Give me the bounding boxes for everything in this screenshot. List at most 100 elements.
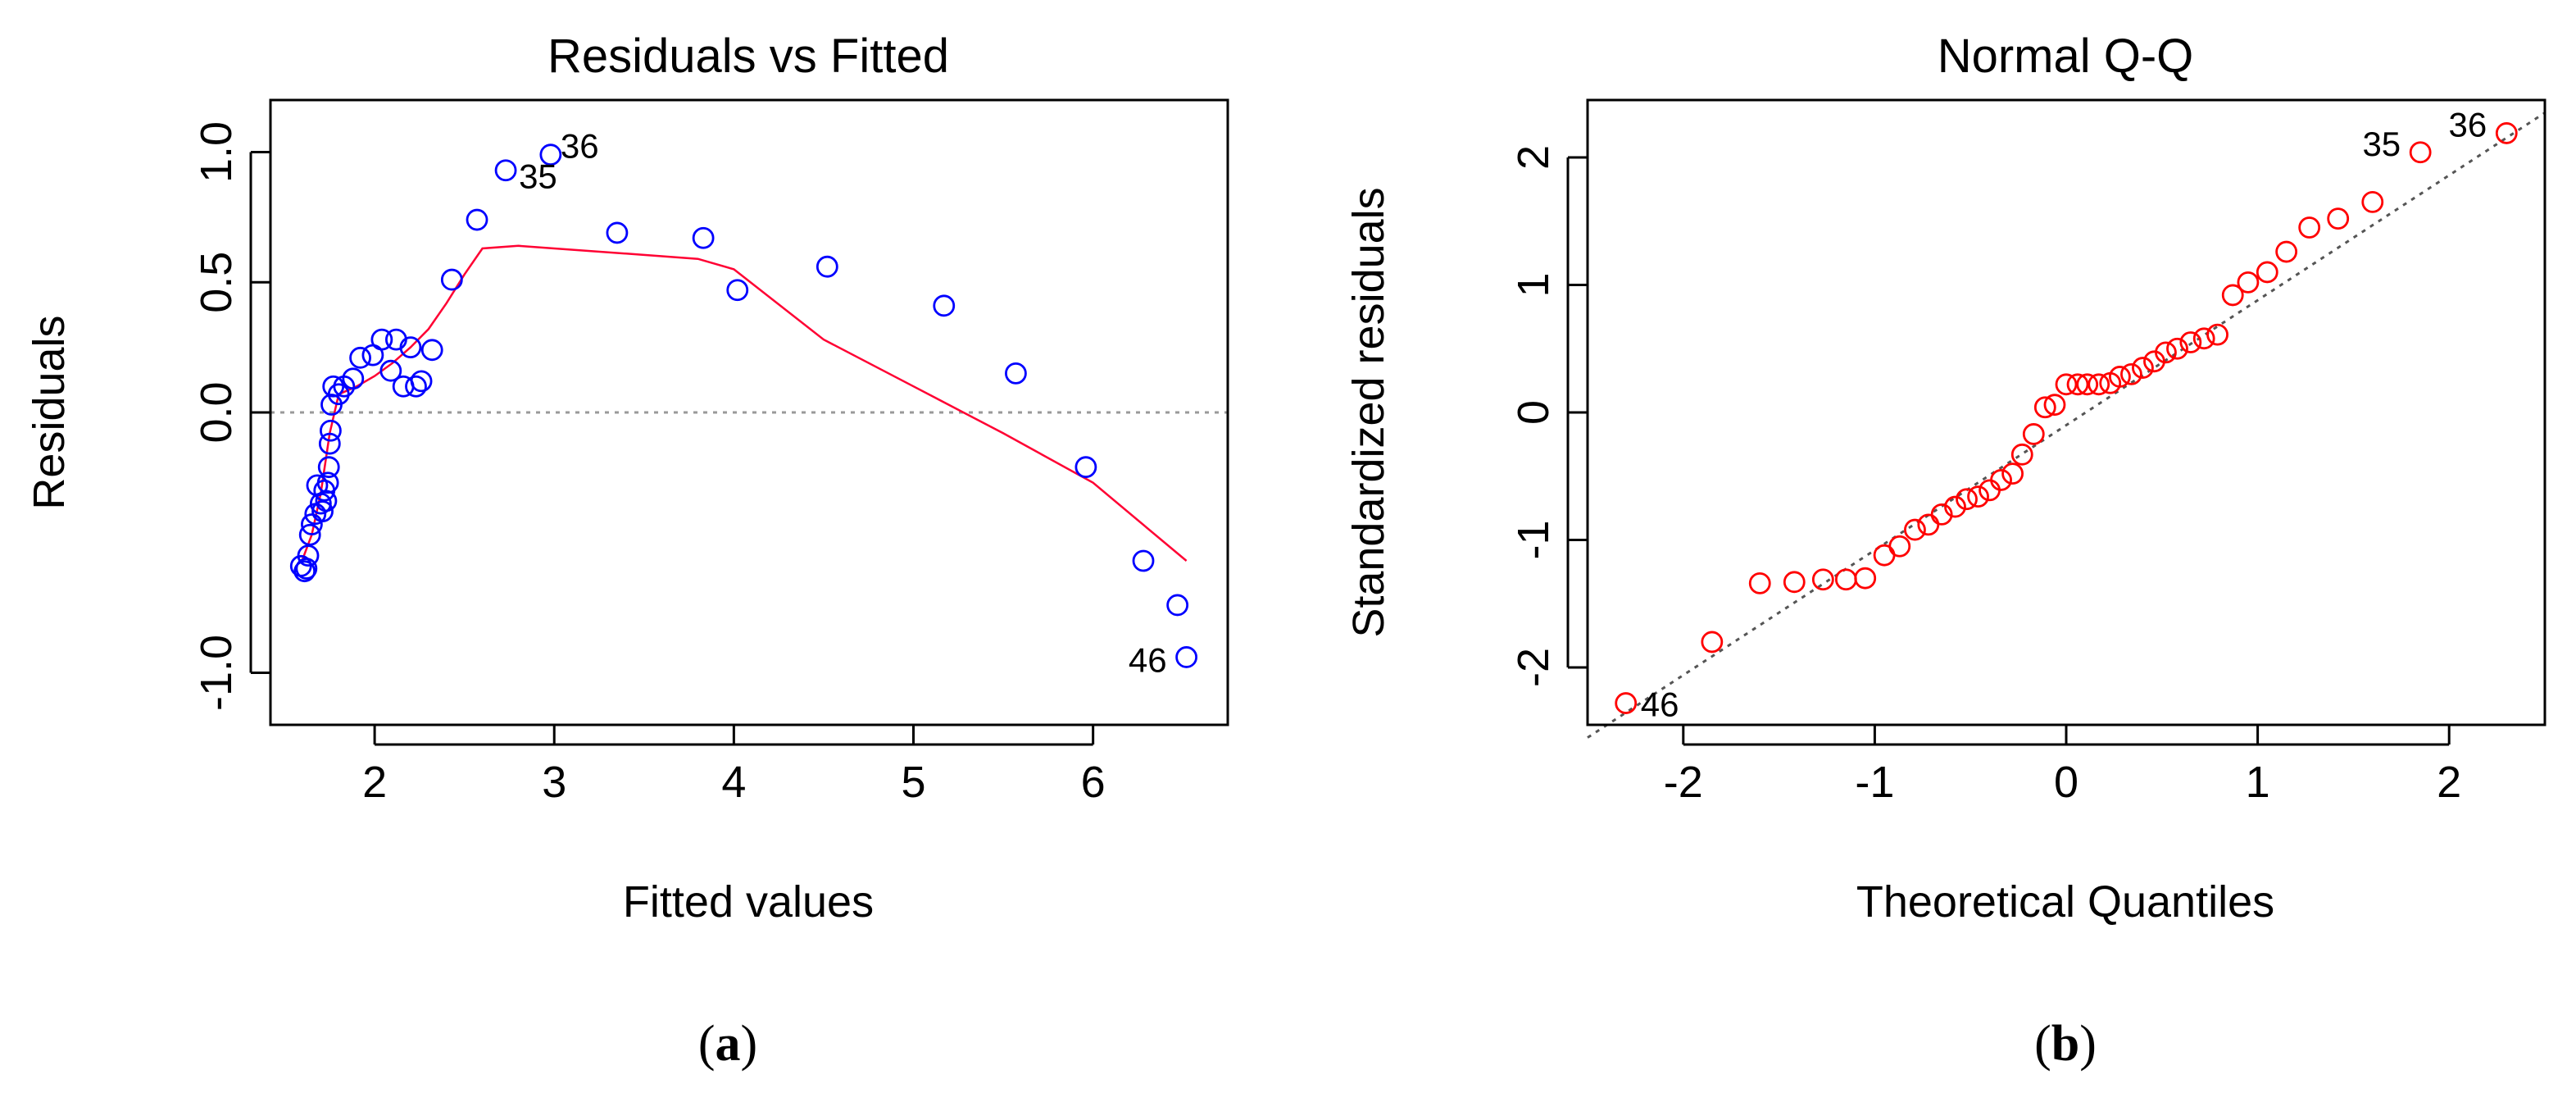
panel-a-data-point — [399, 336, 422, 359]
panel-b-x-tick-label: -2 — [1664, 758, 1703, 807]
panel-b-data-point — [2033, 396, 2056, 419]
panel-a-x-tick-label: 4 — [721, 758, 746, 807]
panel-a-data-point — [316, 471, 339, 494]
panel-b-data-point — [2409, 141, 2432, 164]
panel-a-x-tick-label: 2 — [362, 758, 387, 807]
panel-b-data-point — [2043, 394, 2066, 417]
panel-b-x-tick-label: 1 — [2246, 758, 2270, 807]
panel-b-data-point — [2275, 240, 2298, 263]
panel-a-data-point — [349, 346, 371, 369]
panel-b-data-point — [2298, 216, 2321, 239]
panel-b-data-point — [2010, 443, 2033, 466]
panel-b-data-point — [2066, 373, 2089, 396]
panel-b-data-point — [1615, 692, 1638, 714]
panel-a-data-point — [297, 544, 320, 567]
panel-a-x-tick-label: 6 — [1081, 758, 1106, 807]
panel-a-x-axis-label: Fitted values — [623, 877, 874, 927]
panel-a-data-point — [405, 375, 427, 398]
panel-b-data-point — [1834, 568, 1857, 591]
panel-a-data-point — [440, 268, 463, 291]
panel-b-point-label-36: 36 — [2449, 105, 2487, 143]
panel-b-data-point — [1917, 513, 1940, 536]
panel-b-y-tick-label: 0 — [1509, 400, 1558, 425]
panel-a-data-point — [317, 456, 340, 479]
panel-b-data-point — [2221, 284, 2244, 307]
panel-b-data-point — [1979, 479, 2001, 502]
panel-a-data-point — [379, 359, 402, 382]
panel-a-caption: (a) — [698, 1016, 757, 1072]
panel-b-data-point — [1956, 488, 1978, 511]
panel-b-data-point — [1930, 503, 1953, 526]
panel-b-y-tick-label: 1 — [1509, 272, 1558, 297]
panel-b-point-label-46: 46 — [1641, 685, 1679, 724]
panel-a-x-tick-label: 3 — [542, 758, 566, 807]
panel-a-data-point — [295, 558, 318, 580]
panel-b-y-tick-label: -1 — [1509, 521, 1558, 560]
panel-a-data-point — [1074, 456, 1097, 479]
panel-a-data-point — [410, 370, 433, 393]
panel-b-normal-qq: Normal Q-Q 46 35 36 -2 -1 0 1 2 -2 -1 0 1 2 Theore… — [1344, 30, 2546, 1072]
panel-a-title: Residuals vs Fitted — [547, 30, 949, 83]
panel-b-data-point — [2495, 122, 2518, 144]
panel-b-data-point — [1944, 495, 1966, 518]
panel-a-y-tick-label: -1.0 — [192, 635, 241, 711]
panel-a-y-axis-label: Residuals — [25, 315, 74, 509]
panel-b-data-point — [2206, 323, 2228, 346]
panel-a-data-point — [311, 500, 334, 523]
panel-a-point-label-36: 36 — [561, 127, 599, 166]
panel-a-point-label-46: 46 — [1129, 640, 1167, 679]
panel-b-point-label-35: 35 — [2362, 125, 2401, 163]
panel-b-data-point — [2179, 331, 2202, 353]
panel-b-x-axis-label: Theoretical Quantiles — [1856, 877, 2274, 927]
panel-b-data-point — [2256, 261, 2278, 284]
panel-b-x-tick-label: 0 — [2054, 758, 2079, 807]
panel-a-data-point — [933, 294, 956, 317]
panel-a-data-point — [692, 226, 715, 249]
panel-a-data-point — [320, 419, 342, 442]
panel-a-data-point — [606, 221, 629, 244]
panel-b-data-point — [2109, 366, 2131, 388]
panel-a-point-label-35: 35 — [519, 157, 557, 196]
panel-b-y-tick-label: 2 — [1509, 145, 1558, 170]
panel-b-data-point — [1811, 568, 1834, 591]
panel-a-x-tick-label: 5 — [901, 758, 925, 807]
panel-a-data-point — [466, 208, 488, 231]
panel-b-data-point — [2192, 327, 2215, 350]
panel-a-data-point — [1132, 549, 1155, 572]
panel-b-y-axis-label: Standardized residuals — [1344, 187, 1393, 637]
panel-b-data-point — [1854, 567, 1877, 590]
panel-b-data-point — [2055, 373, 2078, 396]
panel-a-data-point — [293, 560, 316, 583]
panel-a-y-tick-label: 0.5 — [192, 252, 241, 313]
panel-a-smooth-line — [300, 244, 1188, 564]
panel-b-data-point — [2166, 337, 2188, 360]
panel-b-data-point — [1967, 485, 1989, 508]
panel-b-data-point — [1701, 631, 1724, 654]
panel-a-y-tick-label: 0.0 — [192, 381, 241, 443]
panel-b-data-point — [2237, 271, 2260, 294]
panel-a-data-point — [1175, 646, 1197, 668]
panel-b-data-point — [2120, 362, 2142, 385]
panel-a-data-point — [816, 255, 838, 278]
panel-a-data-point — [420, 339, 443, 362]
panel-a-data-point — [1005, 362, 1027, 385]
panel-b-data-point — [1888, 535, 1911, 558]
panel-a-data-point — [301, 513, 323, 535]
panel-a-data-point — [1166, 594, 1189, 617]
panel-a-data-point — [494, 159, 517, 182]
panel-b-plot-frame — [1586, 98, 2546, 726]
panel-b-y-tick-label: -2 — [1509, 648, 1558, 687]
panel-b-data-point — [2076, 373, 2099, 396]
panel-b-data-point — [2327, 207, 2350, 230]
panel-a-plot-frame — [269, 98, 1229, 726]
panel-b-reference-line — [1587, 112, 2546, 739]
panel-b-data-point — [2132, 357, 2154, 379]
panel-a-data-point — [726, 279, 749, 302]
panel-b-data-point — [2088, 373, 2110, 396]
panel-a-data-point — [298, 523, 321, 546]
panel-b-data-point — [2001, 462, 2024, 485]
panel-a-data-point — [539, 143, 562, 166]
panel-b-data-point — [1748, 572, 1771, 594]
